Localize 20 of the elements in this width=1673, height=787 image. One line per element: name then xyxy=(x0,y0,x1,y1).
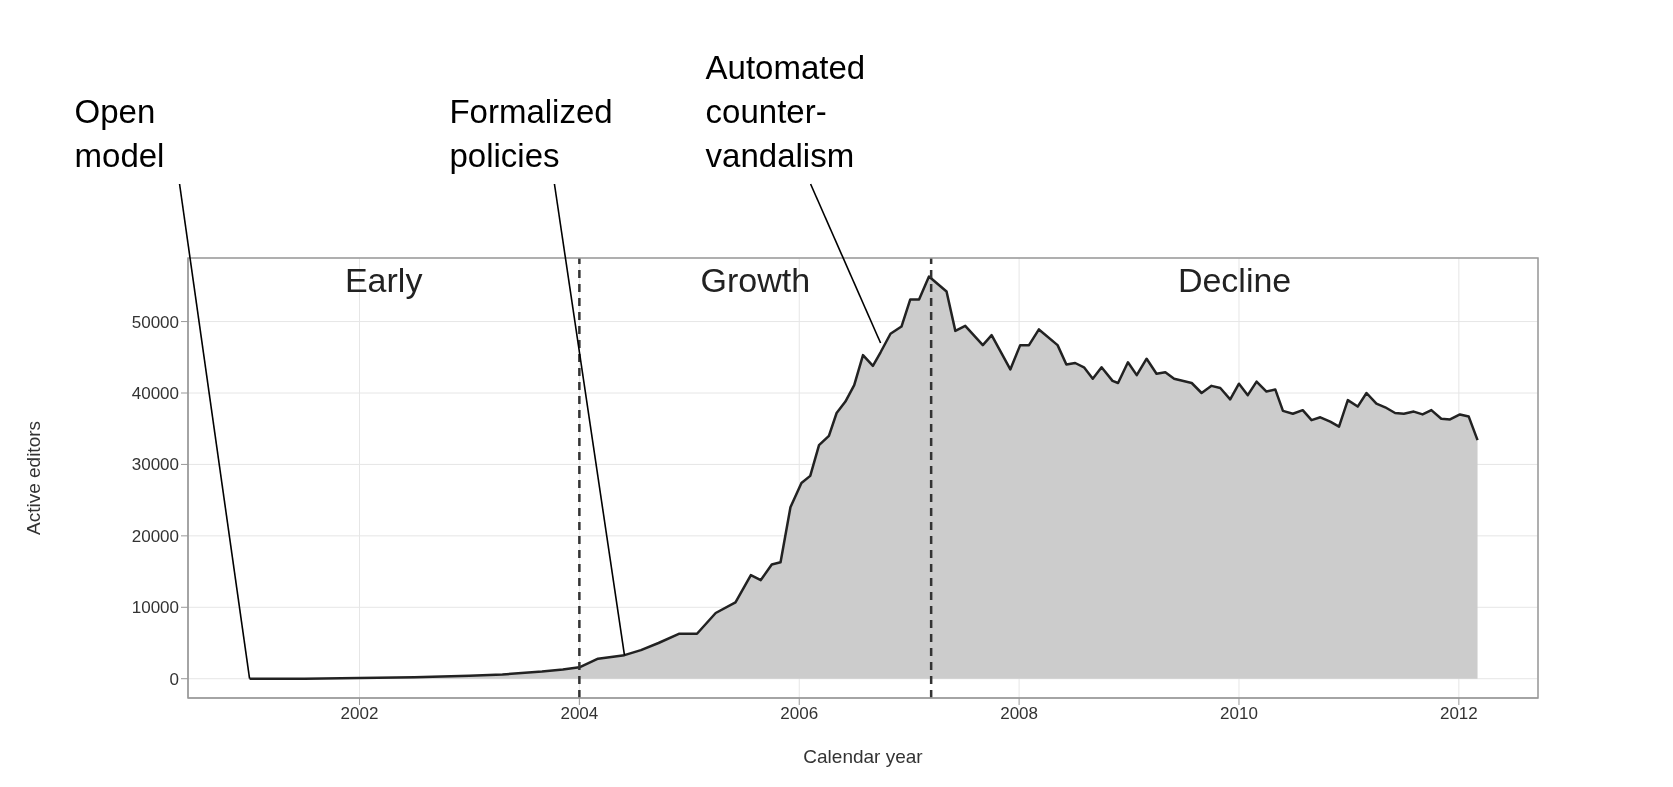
x-tick-label: 2004 xyxy=(560,704,599,724)
y-tick-label: 10000 xyxy=(131,598,179,618)
y-axis-title: Active editors xyxy=(22,420,44,536)
annotation: Open model xyxy=(74,93,165,174)
y-tick-label: 0 xyxy=(169,669,179,689)
annotation: Formalized policies xyxy=(449,93,613,174)
annotation: Growth xyxy=(700,261,811,299)
x-tick-label: 2012 xyxy=(1439,704,1478,724)
x-tick-label: 2006 xyxy=(780,704,819,724)
annotation: Decline xyxy=(1177,261,1292,299)
y-tick-label: 20000 xyxy=(131,526,179,546)
y-tick-label: 30000 xyxy=(131,455,179,475)
y-tick-label: 40000 xyxy=(131,384,179,404)
annotation: Automated counter-vandalism xyxy=(705,49,866,174)
x-tick-label: 2008 xyxy=(1000,704,1039,724)
y-tick-label: 50000 xyxy=(131,312,179,332)
x-axis-title: Calendar year xyxy=(803,746,924,767)
x-tick-label: 2010 xyxy=(1220,704,1258,724)
x-tick-label: 2002 xyxy=(340,704,379,724)
annotation: Early xyxy=(344,261,423,299)
